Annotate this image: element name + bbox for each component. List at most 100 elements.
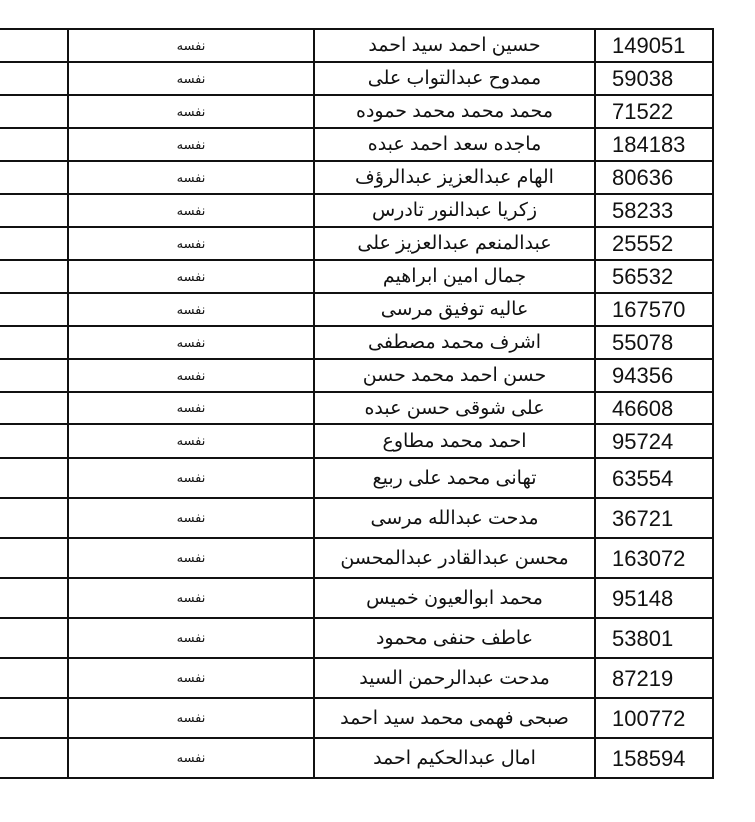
relation-cell: نفسه (67, 127, 315, 162)
number-cell: 56532 (594, 259, 714, 294)
relation-cell: نفسه (67, 697, 315, 739)
number-cell: 167570 (594, 292, 714, 327)
table-row: نفسه صبحى فهمى محمد سيد احمد 100772 (0, 697, 714, 739)
number-value: 87219 (612, 665, 674, 691)
number-value: 100772 (612, 705, 686, 731)
name-cell: تهانى محمد على ربيع (313, 457, 596, 499)
empty-cell (0, 537, 69, 579)
relation-cell: نفسه (67, 325, 315, 360)
relation-cell: نفسه (67, 737, 315, 779)
table-row: نفسه حسن احمد محمد حسن 94356 (0, 358, 714, 393)
empty-cell (0, 457, 69, 499)
name-cell: حسن احمد محمد حسن (313, 358, 596, 393)
empty-cell (0, 657, 69, 699)
number-cell: 95724 (594, 423, 714, 459)
relation-cell: نفسه (67, 160, 315, 195)
table-row: نفسه احمد محمد مطاوع 95724 (0, 423, 714, 459)
name-cell: محمد ابوالعيون خميس (313, 577, 596, 619)
number-cell: 59038 (594, 61, 714, 96)
empty-cell (0, 737, 69, 779)
table-row: نفسه اشرف محمد مصطفى 55078 (0, 325, 714, 360)
name-cell: حسين احمد سيد احمد (313, 28, 596, 63)
relation-cell: نفسه (67, 497, 315, 539)
relation-cell: نفسه (67, 193, 315, 228)
empty-cell (0, 61, 69, 96)
number-value: 184183 (612, 132, 686, 158)
relation-cell: نفسه (67, 94, 315, 129)
number-value: 71522 (612, 99, 674, 125)
name-cell: مدحت عبدالرحمن السيد (313, 657, 596, 699)
number-cell: 53801 (594, 617, 714, 659)
relation-cell: نفسه (67, 577, 315, 619)
number-cell: 95148 (594, 577, 714, 619)
number-value: 36721 (612, 505, 674, 531)
name-cell: على شوقى حسن عبده (313, 391, 596, 425)
number-cell: 94356 (594, 358, 714, 393)
name-cell: محمد محمد محمد حموده (313, 94, 596, 129)
empty-cell (0, 391, 69, 425)
number-cell: 71522 (594, 94, 714, 129)
number-value: 46608 (612, 395, 674, 421)
records-table: نفسه حسين احمد سيد احمد 149051 نفسه ممدوح عب… (0, 28, 714, 779)
empty-cell (0, 617, 69, 659)
empty-cell (0, 193, 69, 228)
number-value: 158594 (612, 745, 686, 771)
name-cell: عاليه توفيق مرسى (313, 292, 596, 327)
relation-cell: نفسه (67, 226, 315, 261)
name-cell: عبدالمنعم عبدالعزيز على (313, 226, 596, 261)
table-row: نفسه عاطف حنفى محمود 53801 (0, 617, 714, 659)
relation-cell: نفسه (67, 617, 315, 659)
name-cell: عاطف حنفى محمود (313, 617, 596, 659)
number-cell: 100772 (594, 697, 714, 739)
number-value: 59038 (612, 66, 674, 92)
number-cell: 163072 (594, 537, 714, 579)
relation-cell: نفسه (67, 423, 315, 459)
table-row: نفسه عبدالمنعم عبدالعزيز على 25552 (0, 226, 714, 261)
number-cell: 149051 (594, 28, 714, 63)
table-row: نفسه مدحت عبدالرحمن السيد 87219 (0, 657, 714, 699)
table-row: نفسه محمد محمد محمد حموده 71522 (0, 94, 714, 129)
empty-cell (0, 358, 69, 393)
table-row: نفسه الهام عبدالعزيز عبدالرؤف 80636 (0, 160, 714, 195)
name-cell: الهام عبدالعزيز عبدالرؤف (313, 160, 596, 195)
empty-cell (0, 226, 69, 261)
table-row: نفسه عاليه توفيق مرسى 167570 (0, 292, 714, 327)
number-cell: 80636 (594, 160, 714, 195)
name-cell: زكريا عبدالنور تادرس (313, 193, 596, 228)
name-cell: صبحى فهمى محمد سيد احمد (313, 697, 596, 739)
number-value: 53801 (612, 625, 674, 651)
number-value: 95724 (612, 428, 674, 454)
number-value: 163072 (612, 545, 686, 571)
name-cell: ماجده سعد احمد عبده (313, 127, 596, 162)
empty-cell (0, 325, 69, 360)
empty-cell (0, 577, 69, 619)
number-cell: 25552 (594, 226, 714, 261)
empty-cell (0, 160, 69, 195)
name-cell: جمال امين ابراهيم (313, 259, 596, 294)
number-cell: 58233 (594, 193, 714, 228)
table-row: نفسه ممدوح عبدالتواب على 59038 (0, 61, 714, 96)
table-row: نفسه على شوقى حسن عبده 46608 (0, 391, 714, 425)
relation-cell: نفسه (67, 537, 315, 579)
name-cell: محسن عبدالقادر عبدالمحسن (313, 537, 596, 579)
relation-cell: نفسه (67, 391, 315, 425)
number-value: 94356 (612, 363, 674, 389)
number-value: 167570 (612, 297, 686, 323)
table-row: نفسه ماجده سعد احمد عبده 184183 (0, 127, 714, 162)
number-cell: 63554 (594, 457, 714, 499)
table-row: نفسه امال عبدالحكيم احمد 158594 (0, 737, 714, 779)
empty-cell (0, 94, 69, 129)
number-value: 55078 (612, 330, 674, 356)
number-cell: 87219 (594, 657, 714, 699)
relation-cell: نفسه (67, 657, 315, 699)
relation-cell: نفسه (67, 457, 315, 499)
name-cell: احمد محمد مطاوع (313, 423, 596, 459)
number-cell: 55078 (594, 325, 714, 360)
relation-cell: نفسه (67, 358, 315, 393)
number-cell: 46608 (594, 391, 714, 425)
table-row: نفسه تهانى محمد على ربيع 63554 (0, 457, 714, 499)
number-value: 58233 (612, 198, 674, 224)
table-row: نفسه محمد ابوالعيون خميس 95148 (0, 577, 714, 619)
table-row: نفسه محسن عبدالقادر عبدالمحسن 163072 (0, 537, 714, 579)
name-cell: امال عبدالحكيم احمد (313, 737, 596, 779)
